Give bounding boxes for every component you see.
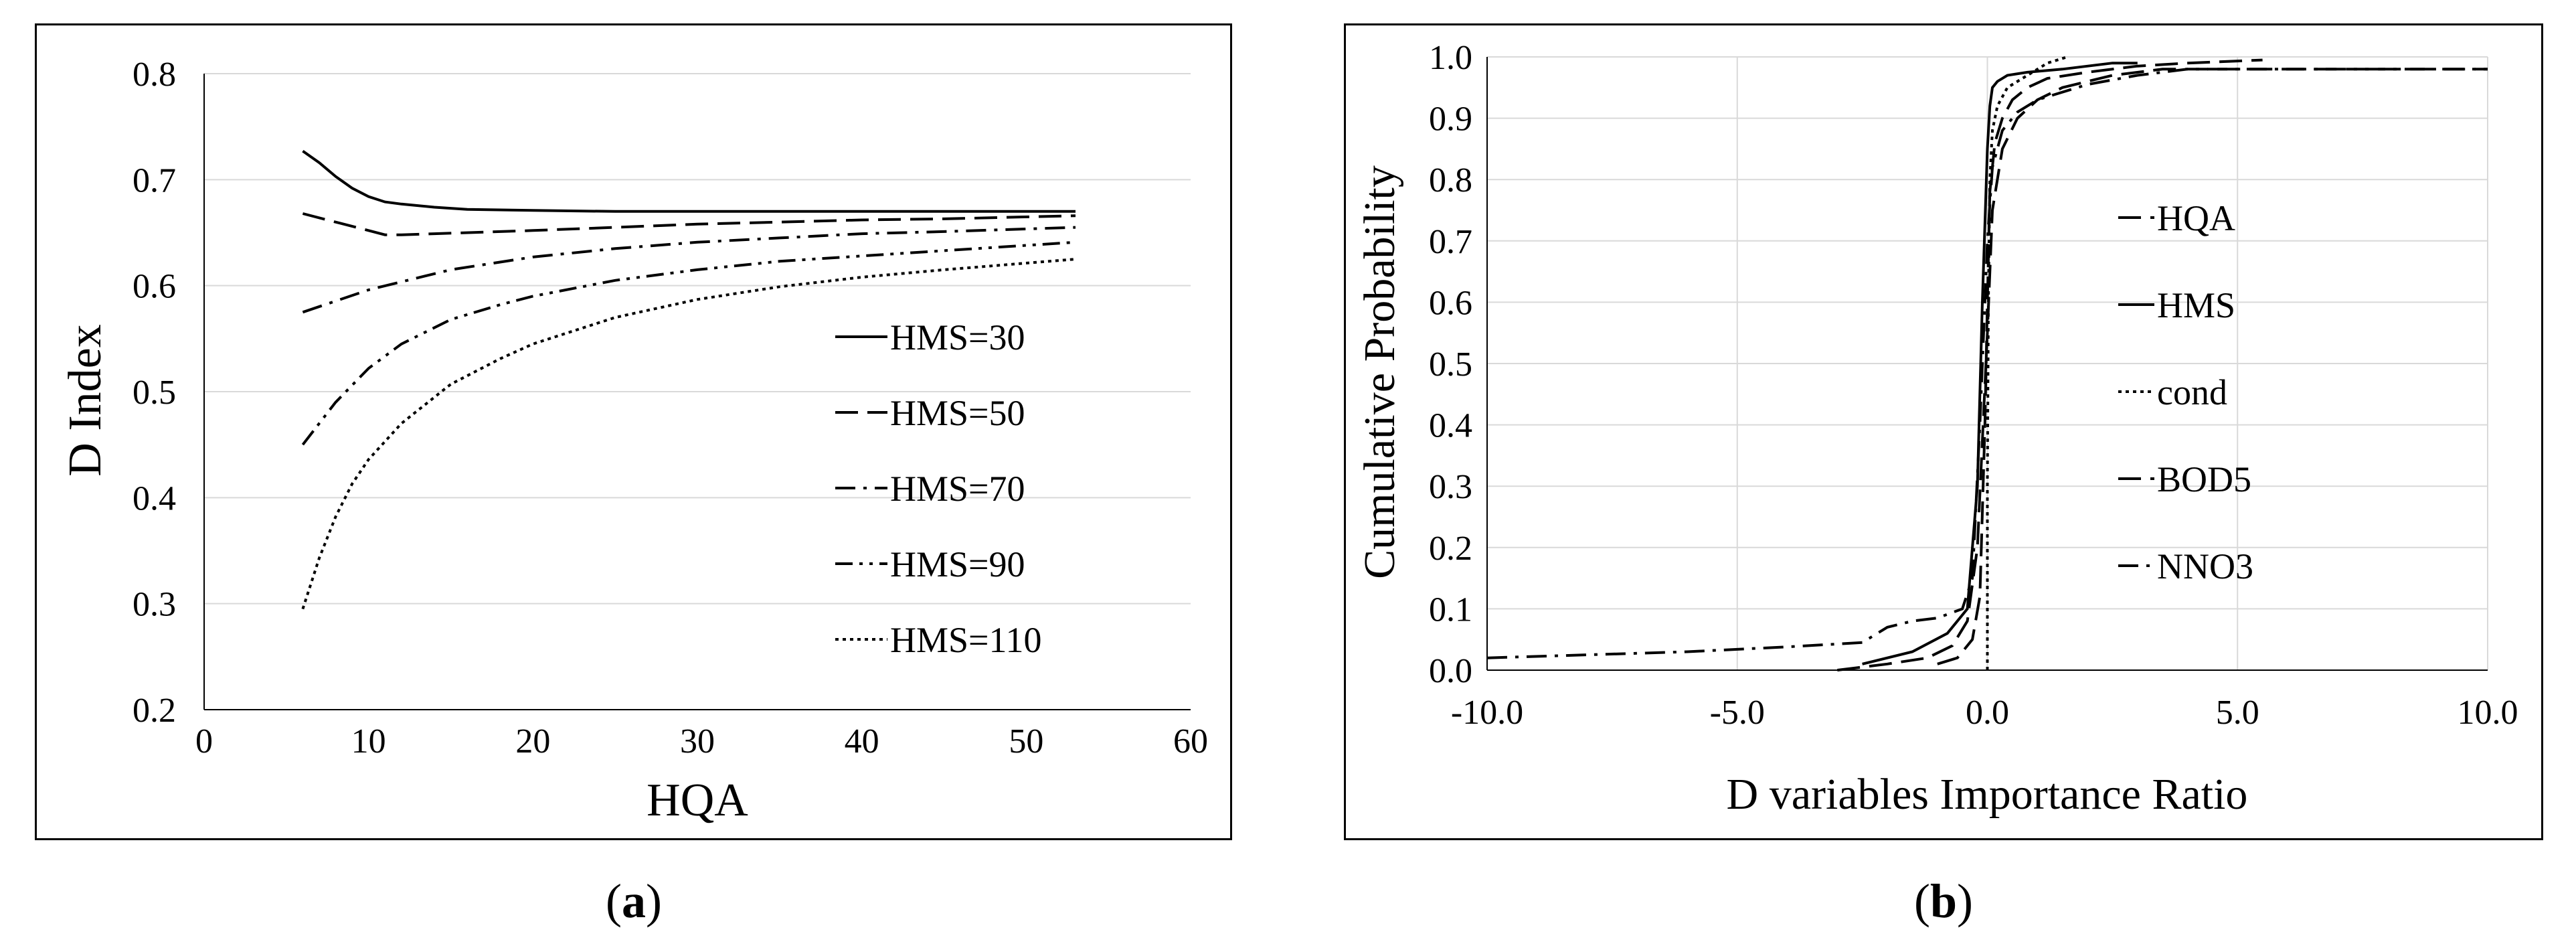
y-tick-label: 0.8 [1429,161,1472,200]
y-tick-label: 0.2 [133,692,176,730]
x-tick-label: 40 [845,722,879,761]
caption-a: (a) [606,874,662,928]
series-line-2 [1986,56,2068,670]
y-tick-label: 0.3 [133,586,176,624]
y-tick-label: 0.5 [133,374,176,412]
y-tick-label: 0.3 [1429,468,1472,506]
y-tick-label: 0.0 [1429,652,1472,690]
y-tick-label: 0.7 [1429,223,1472,261]
x-tick-label: 60 [1173,722,1208,761]
legend-label-3: HMS=90 [890,544,1025,584]
y-tick-label: 0.4 [133,479,176,518]
series-line-1 [1862,62,2138,665]
legend-label-0: HMS=30 [890,317,1025,358]
chart-a: 0 10 20 30 40 50 60 0.2 0.3 0.4 0.5 0.6 0.7 0.8 HQA D I… [60,56,1208,826]
x-tick-label: 5.0 [2216,694,2259,732]
x-axis-title: D variables Importance Ratio [1727,770,2248,819]
y-tick-label: 0.9 [1429,100,1472,139]
y-tick-label: 0.5 [1429,345,1472,384]
y-tick-label: 0.8 [133,56,176,94]
legend-label-4: NNO3 [2157,546,2253,586]
y-tick-label: 0.7 [133,161,176,200]
x-axis-title: HQA [647,775,748,826]
legend-label-4: HMS=110 [890,620,1042,660]
y-tick-label: 0.6 [1429,284,1472,322]
y-tick-label: 1.0 [1429,39,1472,77]
y-tick-label: 0.6 [133,268,176,306]
panel-b-frame: -10.0 -5.0 0.0 5.0 10.0 0.0 0.1 0.2 0.3 0.4 0.5 0.6… [1344,23,2543,840]
series-line-3 [301,240,1076,446]
x-tick-label: 30 [680,722,715,761]
legend-label-1: HMS=50 [890,393,1025,433]
x-tick-label: -5.0 [1710,694,1765,732]
y-axis-title: Cumulative Probability [1355,165,1404,579]
chart-b: -10.0 -5.0 0.0 5.0 10.0 0.0 0.1 0.2 0.3 0.4 0.5 0.6… [1355,39,2518,819]
y-axis-title: D Index [60,324,111,476]
y-tick-label: 0.4 [1429,407,1472,445]
legend-label-2: HMS=70 [890,469,1025,509]
y-tick-label: 0.1 [1429,590,1472,629]
caption-b: (b) [1913,874,1973,928]
panel-a-frame: 0 10 20 30 40 50 60 0.2 0.3 0.4 0.5 0.6 0.7 0.8 HQA D I… [35,23,1232,840]
series-line-4 [1486,68,2488,659]
series-line-2 [302,226,1076,314]
series-line-3 [1837,68,2488,671]
x-tick-label: -10.0 [1451,694,1523,732]
x-tick-label: 0 [195,722,213,761]
x-tick-label: 10 [351,722,386,761]
series-line-1 [302,212,1076,236]
x-tick-label: 20 [515,722,550,761]
series-line-4 [301,258,1076,610]
legend-label-3: BOD5 [2157,459,2251,499]
y-tick-label: 0.2 [1429,530,1472,568]
legend-label-1: HMS [2157,285,2235,325]
legend-label-0: HQA [2157,198,2235,238]
x-tick-label: 0.0 [1966,694,2009,732]
x-tick-label: 50 [1009,722,1043,761]
series-line-0 [1937,58,2263,665]
series-line-0 [302,149,1076,213]
legend-label-2: cond [2157,372,2227,412]
x-tick-label: 10.0 [2458,694,2518,732]
